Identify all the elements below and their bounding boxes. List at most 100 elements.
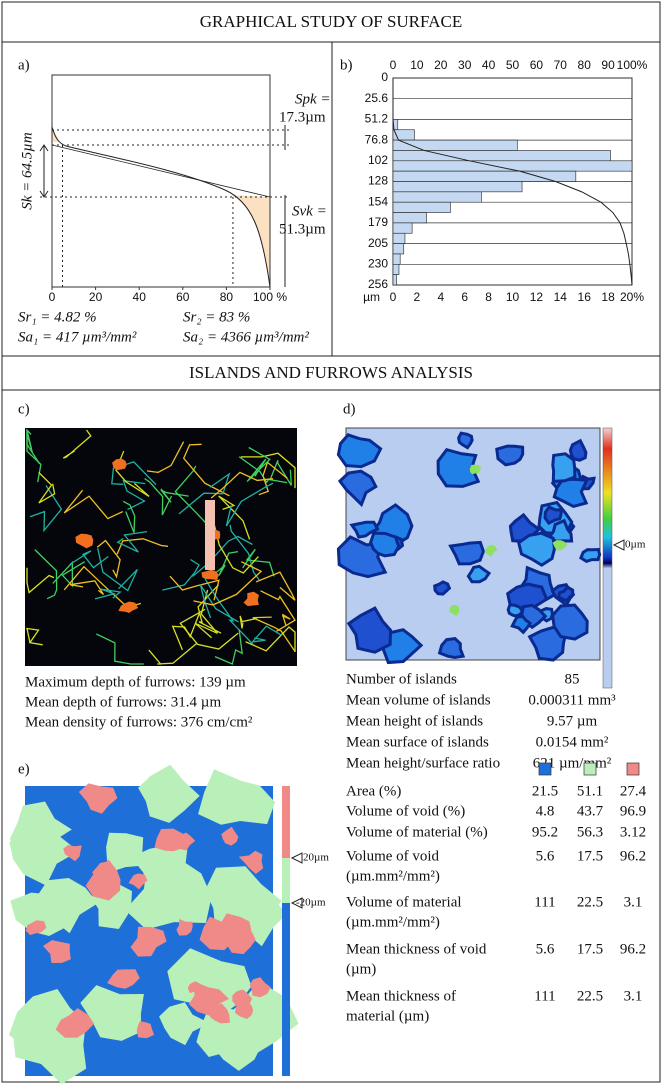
furrow	[122, 479, 146, 511]
x2-tick-label: 30	[458, 58, 472, 72]
blob	[176, 919, 193, 936]
blob	[368, 531, 401, 558]
cell-value: 21.5	[532, 783, 558, 799]
bar	[392, 232, 406, 244]
cell-value: 3.12	[620, 824, 646, 840]
y-tick-label: 205	[368, 236, 388, 250]
blob	[173, 832, 196, 851]
blob	[221, 826, 239, 846]
furrow	[146, 441, 185, 473]
plot-frame	[51, 74, 271, 288]
furrow	[122, 500, 136, 533]
blob	[238, 850, 264, 874]
furrow	[210, 471, 274, 499]
blob	[336, 433, 383, 469]
x-tick-label: 10	[506, 290, 520, 304]
y-tick-label: 25.6	[365, 91, 389, 105]
cell-value: 4.8	[536, 803, 555, 819]
blob	[159, 1002, 210, 1046]
map-image-detail	[9, 764, 299, 1084]
bar	[392, 181, 523, 193]
blob	[25, 920, 47, 935]
bar	[392, 201, 451, 213]
bar	[392, 212, 427, 224]
cell-value: 111	[534, 894, 555, 910]
color-bar	[282, 786, 290, 1076]
blob	[546, 518, 574, 543]
furrow	[26, 567, 55, 594]
x-tick-label: 2	[414, 290, 421, 304]
cell-value: 5.6	[536, 848, 555, 864]
furrow	[97, 548, 138, 592]
equivalent-line	[51, 144, 271, 198]
furrow	[179, 608, 239, 650]
furrow	[260, 590, 296, 632]
x2-tick-label: 100%	[617, 58, 648, 72]
row-label: Volume of material (%)	[346, 824, 488, 840]
color-bar	[602, 427, 613, 689]
furrow	[240, 452, 296, 489]
blob	[437, 637, 466, 660]
furrow	[26, 428, 42, 483]
blob	[128, 873, 148, 890]
blob	[188, 981, 229, 1016]
blob	[107, 969, 140, 989]
row-label: Mean surface of islands	[346, 734, 489, 750]
furrow-image	[25, 428, 297, 666]
furrow	[162, 559, 200, 591]
blob	[510, 614, 533, 635]
blob	[552, 540, 568, 551]
x-tick-label: 14	[554, 290, 568, 304]
cell-value: 95.2	[532, 824, 558, 840]
cell-value: 96.9	[620, 803, 646, 819]
row-label: Mean height/surface ratio	[346, 755, 500, 771]
furrow	[255, 571, 296, 601]
section-title: GRAPHICAL STUDY OF SURFACE	[200, 12, 462, 31]
blob	[75, 533, 94, 549]
x2-tick-label: 90	[601, 58, 615, 72]
y-tick-label: 154	[368, 194, 388, 208]
furrow	[250, 625, 283, 643]
row-label: Area (%)	[346, 783, 401, 799]
cell-value: 22.5	[577, 988, 603, 1004]
blob	[78, 783, 118, 814]
blob	[80, 985, 144, 1041]
x-tick-label: 20	[89, 290, 103, 304]
y-tick-label: 76.8	[365, 132, 389, 146]
blob	[43, 940, 71, 963]
y-tick-label: 179	[368, 215, 388, 229]
blob	[136, 1021, 154, 1039]
abbott-curve	[51, 126, 271, 288]
cell-value: 111	[534, 988, 555, 1004]
blob	[143, 876, 195, 920]
legend-swatch	[538, 762, 552, 776]
furrow	[148, 642, 198, 665]
furrow	[225, 482, 274, 527]
row-label: Volume of void	[346, 848, 440, 864]
furrow	[69, 580, 105, 596]
row-value: 0.0154 mm²	[536, 734, 609, 750]
blob	[449, 605, 460, 616]
blob	[63, 844, 82, 862]
axis-label: µm	[363, 290, 380, 304]
furrow	[160, 488, 189, 503]
blob	[337, 469, 378, 508]
panel-label: b)	[340, 57, 353, 73]
furrow	[116, 538, 169, 555]
furrow	[252, 616, 296, 652]
furrow	[171, 613, 200, 651]
y-tick-label: 51.2	[365, 112, 389, 126]
row-label: (µm)	[346, 961, 376, 977]
bar	[392, 150, 611, 162]
color-bar-segment	[282, 903, 290, 1076]
furrow	[246, 446, 271, 482]
x-tick-label: 6	[461, 290, 468, 304]
row-label: (µm.mm²/mm²)	[346, 868, 440, 884]
y-tick-label: 0	[381, 70, 388, 84]
section-title: ISLANDS AND FURROWS ANALYSIS	[189, 363, 473, 382]
furrow	[245, 626, 296, 652]
color-bar-segment	[282, 858, 290, 903]
x2-tick-label: 20	[434, 58, 448, 72]
